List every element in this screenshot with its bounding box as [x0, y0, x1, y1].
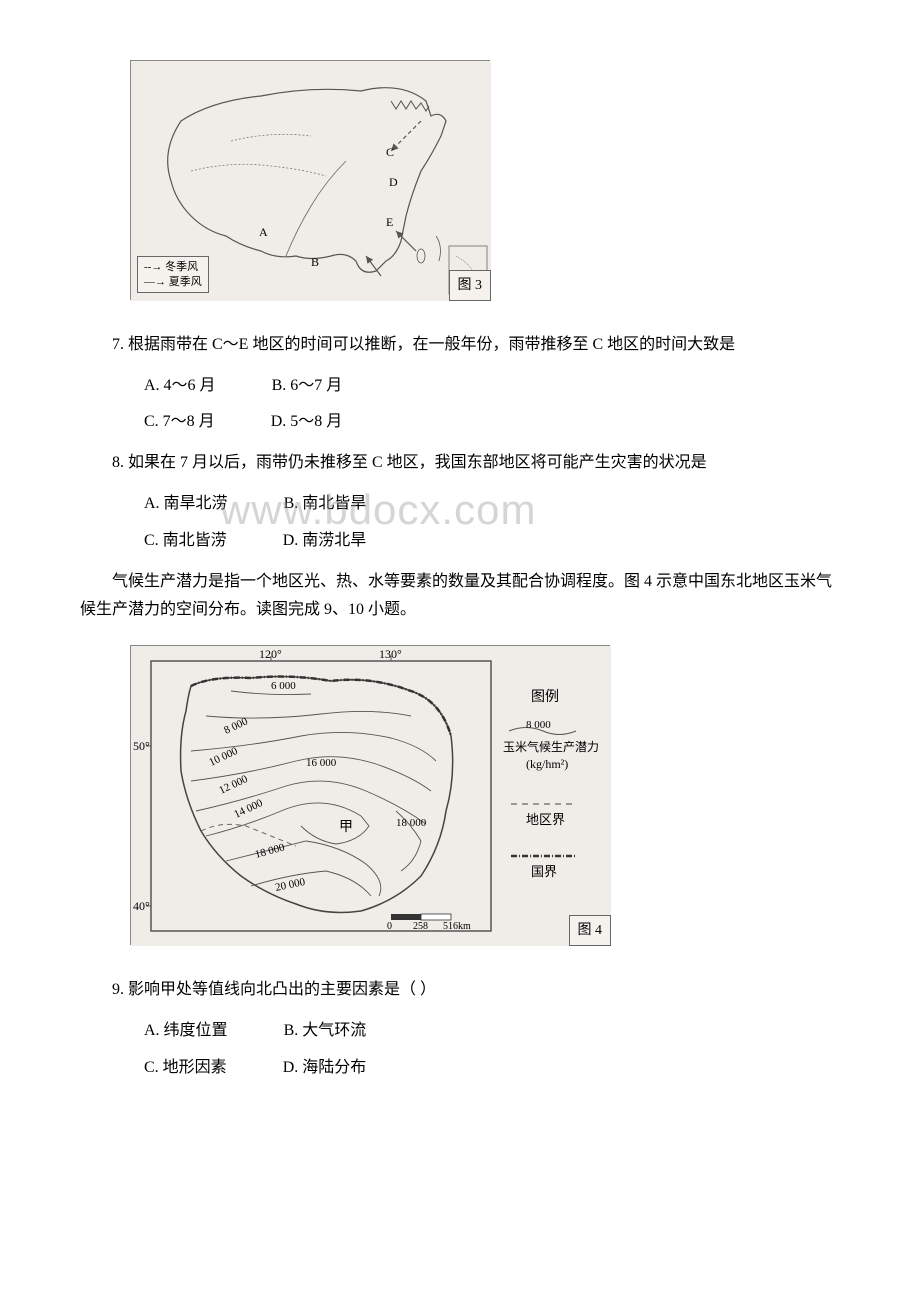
q8-opt-d: D. 南涝北旱 [251, 527, 367, 556]
q7-text: 7. 根据雨带在 C～E 地区的时间可以推断，在一般年份，雨带推移至 C 地区的… [80, 331, 840, 360]
svg-text:516km: 516km [443, 921, 471, 932]
svg-text:地区界: 地区界 [526, 812, 565, 827]
q8-text: 8. 如果在 7 月以后，雨带仍未推移至 C 地区，我国东部地区将可能产生灾害的… [80, 449, 840, 478]
svg-text:8 000: 8 000 [526, 719, 551, 731]
q7-options-row2: C. 7～8 月 D. 5～8 月 [80, 408, 840, 437]
figure-2-block: 6 000 8 000 10 000 12 000 14 000 16 000 … [130, 645, 840, 956]
svg-text:C: C [386, 145, 394, 159]
legend-winter-label: 冬季风 [165, 261, 198, 273]
q8-options-row2: C. 南北皆涝 D. 南涝北旱 [80, 527, 840, 556]
q9-opt-c: C. 地形因素 [112, 1054, 227, 1083]
q8-options-row1: A. 南旱北涝 B. 南北皆旱 [80, 490, 840, 519]
q9-text: 9. 影响甲处等值线向北凸出的主要因素是（ ） [80, 976, 840, 1005]
svg-text:D: D [389, 175, 398, 189]
svg-text:120°: 120° [259, 647, 282, 661]
svg-text:130°: 130° [379, 647, 402, 661]
q9-options-row2: C. 地形因素 D. 海陆分布 [80, 1054, 840, 1083]
svg-text:玉米气候生产潜力: 玉米气候生产潜力 [503, 739, 599, 754]
watermark-container: A. 南旱北涝 B. 南北皆旱 C. 南北皆涝 D. 南涝北旱 www.bdoc… [80, 490, 840, 556]
svg-text:18 000: 18 000 [396, 817, 427, 829]
svg-text:国界: 国界 [531, 864, 557, 879]
q7-opt-c: C. 7～8 月 [112, 408, 215, 437]
svg-text:(kg/hm²): (kg/hm²) [526, 757, 568, 771]
legend-summer-row: —→ 夏季风 [144, 275, 202, 289]
svg-text:0: 0 [387, 921, 392, 932]
q8-opt-a: A. 南旱北涝 [112, 490, 228, 519]
svg-text:E: E [386, 215, 393, 229]
figure-2-label: 图 4 [569, 915, 612, 946]
figure-2-map: 6 000 8 000 10 000 12 000 14 000 16 000 … [130, 645, 610, 945]
svg-text:甲: 甲 [339, 820, 353, 835]
svg-text:258: 258 [413, 921, 428, 932]
legend-summer-label: 夏季风 [169, 276, 202, 288]
q8-opt-c: C. 南北皆涝 [112, 527, 227, 556]
svg-text:40°: 40° [133, 899, 150, 913]
figure-1-block: A B C D E --→ 冬季风 —→ 夏季风 图 3 [130, 60, 840, 311]
northeast-map-svg: 6 000 8 000 10 000 12 000 14 000 16 000 … [131, 646, 611, 946]
figure-1-label: 图 3 [449, 270, 492, 301]
q7-options-row1: A. 4～6 月 B. 6～7 月 [80, 372, 840, 401]
svg-text:16 000: 16 000 [306, 757, 337, 769]
svg-text:50°: 50° [133, 739, 150, 753]
svg-text:B: B [311, 255, 319, 269]
q9-opt-b: B. 大气环流 [252, 1017, 367, 1046]
intro-2: 气候生产潜力是指一个地区光、热、水等要素的数量及其配合协调程度。图 4 示意中国… [80, 568, 840, 626]
q7-opt-a: A. 4～6 月 [112, 372, 216, 401]
q9-options-row1: A. 纬度位置 B. 大气环流 [80, 1017, 840, 1046]
svg-text:6 000: 6 000 [271, 680, 296, 692]
figure-1-legend: --→ 冬季风 —→ 夏季风 [137, 256, 209, 293]
q9-opt-d: D. 海陆分布 [251, 1054, 367, 1083]
svg-text:图例: 图例 [531, 689, 559, 705]
q8-opt-b: B. 南北皆旱 [252, 490, 367, 519]
q7-opt-b: B. 6～7 月 [240, 372, 343, 401]
legend-winter-row: --→ 冬季风 [144, 260, 202, 274]
figure-1-map: A B C D E --→ 冬季风 —→ 夏季风 图 3 [130, 60, 490, 300]
q7-opt-d: D. 5～8 月 [239, 408, 343, 437]
q9-opt-a: A. 纬度位置 [112, 1017, 228, 1046]
svg-text:A: A [259, 225, 268, 239]
